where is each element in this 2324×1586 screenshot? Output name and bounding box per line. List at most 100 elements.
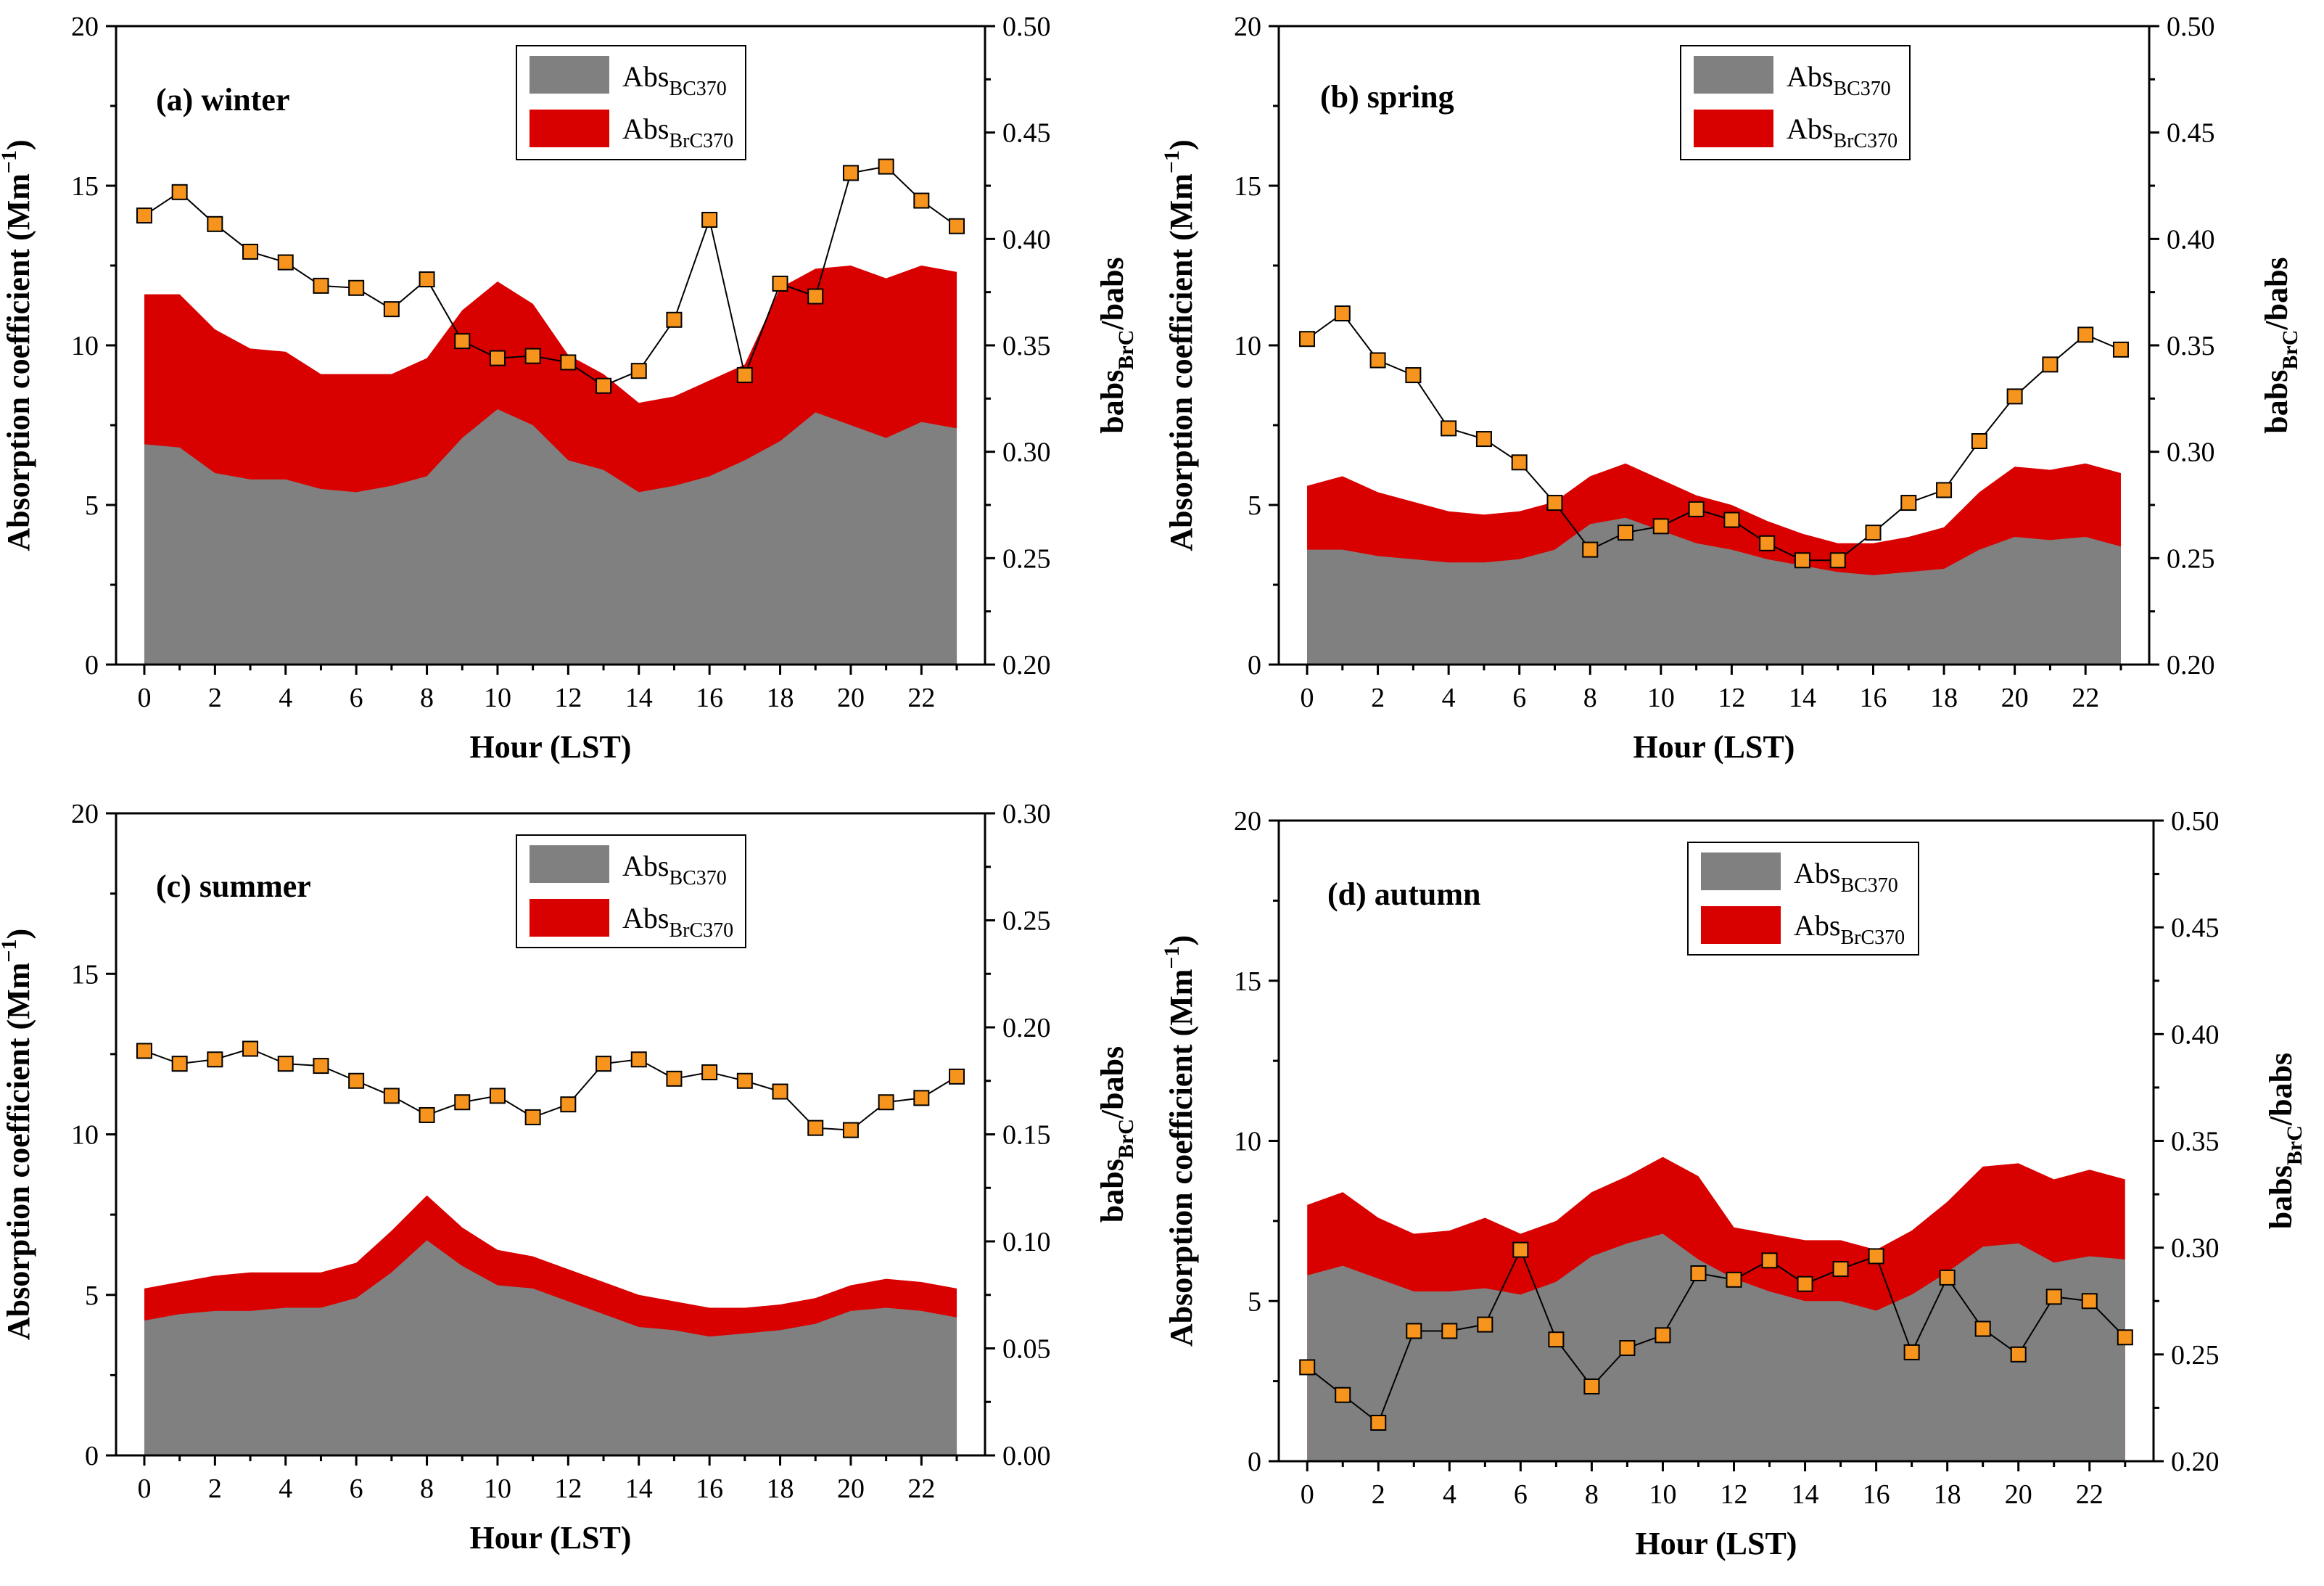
y-tick-label: 10 <box>1234 331 1261 361</box>
legend-label-bc-main: Abs <box>1787 60 1833 93</box>
ratio-marker <box>207 1051 223 1068</box>
y-axis-title-close: ) <box>1163 935 1199 946</box>
ratio-marker <box>913 192 930 209</box>
ratio-marker <box>348 279 365 296</box>
ratio-marker <box>1832 1261 1849 1278</box>
legend: AbsBC370 AbsBrC370 <box>516 834 746 948</box>
x-tick-label: 2 <box>208 683 222 713</box>
y2-tick-label: 0.00 <box>1002 1441 1051 1471</box>
x-tick-label: 20 <box>837 1474 865 1504</box>
y2-axis-title-tail: /babs <box>1095 1046 1130 1119</box>
ratio-marker <box>419 271 435 288</box>
legend-label-brc: AbsBrC370 <box>622 112 733 152</box>
panel-title: (d) autumn <box>1327 876 1481 912</box>
x-tick-label: 8 <box>1585 1479 1599 1510</box>
y-tick-label: 10 <box>71 1120 99 1151</box>
ratio-marker <box>1405 367 1422 384</box>
ratio-marker <box>2006 388 2023 405</box>
y2-tick-label: 0.35 <box>2171 1127 2220 1157</box>
legend-swatch-brc <box>530 899 609 937</box>
bc-area <box>144 1240 957 1455</box>
ratio-marker <box>878 158 894 175</box>
legend-swatch-bc <box>1694 56 1773 94</box>
ratio-marker <box>666 311 683 328</box>
ratio-marker <box>1546 495 1563 511</box>
ratio-marker <box>1974 1320 1991 1337</box>
legend-label-bc-sub: BC370 <box>1840 874 1897 897</box>
x-tick-label: 18 <box>767 683 794 713</box>
ratio-marker <box>1865 525 1882 541</box>
x-tick-label: 16 <box>696 1474 723 1504</box>
legend-label-bc-main: Abs <box>622 60 669 93</box>
x-tick-label: 16 <box>1863 1479 1890 1510</box>
ratio-marker <box>242 1040 259 1057</box>
chart-panel-4: 0 2 4 6 8 10 12 14 16 18 20 22 0 5 10 15 20 0.20 0.25 0.30 0… <box>1160 806 2307 1561</box>
x-axis-title: Hour (LST) <box>470 1520 632 1556</box>
x-tick-label: 20 <box>837 683 865 713</box>
legend-label-bc-main: Abs <box>622 850 669 882</box>
ratio-marker <box>1335 1386 1351 1403</box>
y2-tick-label: 0.40 <box>1002 224 1051 255</box>
bc-area <box>144 409 957 665</box>
y-tick-label: 0 <box>85 650 99 681</box>
y-tick-label: 5 <box>1248 490 1261 521</box>
ratio-marker <box>1406 1323 1422 1339</box>
ratio-marker <box>136 208 152 224</box>
x-tick-label: 2 <box>1371 683 1385 713</box>
ratio-marker <box>878 1094 894 1111</box>
ratio-marker <box>949 218 965 234</box>
y-axis-title-close: ) <box>1 139 36 150</box>
ratio-marker <box>1369 352 1386 369</box>
legend-label-brc-main: Abs <box>1787 112 1833 145</box>
y2-axis-title: babsBrC/babs <box>1095 257 1138 433</box>
ratio-marker <box>524 1109 541 1125</box>
ratio-marker <box>560 1096 577 1113</box>
y2-tick-label: 0.25 <box>2167 543 2215 574</box>
ratio-marker <box>1441 1323 1458 1339</box>
ratio-marker <box>1759 535 1776 551</box>
ratio-marker <box>1971 433 1987 449</box>
x-tick-label: 22 <box>2076 1479 2103 1510</box>
y-axis-title-sup: −1 <box>0 150 21 173</box>
ratio-marker <box>242 243 259 260</box>
legend-label-bc-main: Abs <box>1794 857 1840 889</box>
y2-tick-label: 0.30 <box>1002 437 1051 468</box>
legend-label-bc: AbsBC370 <box>1787 60 1891 100</box>
ratio-marker <box>1690 1265 1707 1281</box>
y-axis-title: Absorption coefficient (Mm−1) <box>1160 139 1199 551</box>
ratio-marker <box>1655 1327 1671 1344</box>
y-tick-label: 15 <box>71 171 99 202</box>
legend-swatch-bc <box>530 845 609 883</box>
ratio-marker <box>1582 541 1599 558</box>
y2-tick-label: 0.25 <box>1002 906 1051 937</box>
legend-swatch-brc <box>1694 110 1773 147</box>
panel-title: (b) spring <box>1320 79 1454 115</box>
x-tick-label: 6 <box>350 1474 363 1504</box>
y-tick-label: 20 <box>1234 806 1261 837</box>
legend-label-brc: AbsBrC370 <box>1794 909 1905 949</box>
legend-label-brc-sub: BrC370 <box>669 919 733 942</box>
chart-panel-3: 0 2 4 6 8 10 12 14 16 18 20 22 0 5 10 15 20 0.00 0.05 0.10 0… <box>0 799 1138 1556</box>
chart-panel-2: 0 2 4 6 8 10 12 14 16 18 20 22 0 5 10 15 20 0.20 0.25 0.30 0… <box>1160 12 2302 765</box>
legend-swatch-brc <box>1701 906 1781 944</box>
y2-axis-title-sub: BrC <box>1114 1119 1138 1159</box>
ratio-marker <box>171 184 188 200</box>
ratio-marker <box>348 1072 365 1089</box>
ratio-marker <box>136 1043 152 1059</box>
ratio-marker <box>277 254 294 271</box>
legend-label-bc-sub: BC370 <box>669 867 726 889</box>
y-tick-label: 20 <box>71 12 99 42</box>
ratio-marker <box>2081 1293 2098 1310</box>
x-tick-label: 0 <box>137 683 151 713</box>
x-tick-label: 14 <box>1789 683 1816 713</box>
x-axis-title: Hour (LST) <box>1633 729 1795 765</box>
x-axis-title: Hour (LST) <box>470 729 632 765</box>
ratio-marker <box>383 1088 400 1104</box>
legend-label-bc-sub: BC370 <box>1833 78 1890 100</box>
y2-axis-title: babsBrC/babs <box>2263 1053 2307 1229</box>
legend-label-brc: AbsBrC370 <box>622 902 733 942</box>
y-tick-label: 15 <box>1234 966 1261 997</box>
y2-tick-label: 0.15 <box>1002 1120 1051 1151</box>
y2-axis-title-main: babs <box>2259 370 2294 434</box>
